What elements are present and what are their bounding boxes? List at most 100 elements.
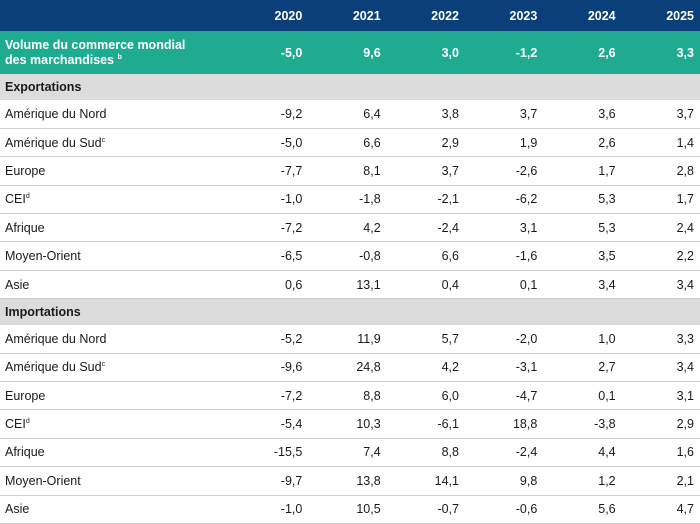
footnote-mark: c xyxy=(101,361,106,369)
region-label: Asie xyxy=(5,502,30,517)
table-row: Afrique -15,5 7,4 8,8 -2,4 4,4 1,6 xyxy=(0,438,700,468)
value-cell: -15,5 xyxy=(230,438,309,468)
value-cell: 24,8 xyxy=(308,353,387,383)
value-cell: 8,8 xyxy=(308,381,387,411)
value-cell: 2,2 xyxy=(621,241,700,271)
region-label-cell: Amérique du Nord xyxy=(0,324,230,354)
value-cell: 1,6 xyxy=(621,438,700,468)
value-cell: 3,8 xyxy=(386,100,465,129)
region-label-cell: Afrique xyxy=(0,213,230,243)
value-cell: -7,7 xyxy=(230,156,309,186)
value-cell: -9,2 xyxy=(230,100,309,129)
value-cell: -2,4 xyxy=(386,213,465,243)
region-label: Moyen-Orient xyxy=(5,473,81,488)
value-cell: 2,6 xyxy=(543,128,622,158)
region-label: Amérique du Nord xyxy=(5,106,107,121)
table-row: Europe -7,2 8,8 6,0 -4,7 0,1 3,1 xyxy=(0,381,700,411)
value-cell: 2,1 xyxy=(621,466,700,496)
region-label: Europe xyxy=(5,388,46,403)
footnote-mark: d xyxy=(25,193,30,201)
value-cell: -0,6 xyxy=(464,495,544,524)
value-cell: -6,5 xyxy=(230,241,309,271)
value-cell: 2,7 xyxy=(543,353,622,383)
table-row: Asie 0,6 13,1 0,4 0,1 3,4 3,4 xyxy=(0,270,700,300)
region-label-cell: Europe xyxy=(0,156,230,186)
region-label: CEI xyxy=(5,417,26,432)
value-cell: -1,0 xyxy=(230,495,309,524)
value-cell: -9,7 xyxy=(230,466,309,496)
region-label: CEI xyxy=(5,192,26,207)
value-cell: 3,0 xyxy=(441,45,459,60)
value-cell: 7,4 xyxy=(308,438,387,468)
value-cell: -3,1 xyxy=(464,353,544,383)
value-cell: 2,8 xyxy=(621,156,700,186)
value-cell: 8,8 xyxy=(386,438,465,468)
value-cell: 6,4 xyxy=(308,100,387,129)
region-label-cell: CEId xyxy=(0,185,230,215)
value-cell: -6,2 xyxy=(464,185,544,215)
value-cell: 3,5 xyxy=(543,241,622,271)
year-header: 2024 xyxy=(587,8,616,23)
region-label: Moyen-Orient xyxy=(5,249,81,264)
value-cell: -2,0 xyxy=(464,324,544,354)
table-row: Afrique -7,2 4,2 -2,4 3,1 5,3 2,4 xyxy=(0,213,700,243)
table-row: CEId -1,0 -1,8 -2,1 -6,2 5,3 1,7 xyxy=(0,185,700,215)
value-cell: 3,7 xyxy=(621,100,700,129)
value-cell: 13,1 xyxy=(308,270,387,300)
region-label-cell: Moyen-Orient xyxy=(0,241,230,271)
value-cell: -2,4 xyxy=(464,438,544,468)
table-row: Europe -7,7 8,1 3,7 -2,6 1,7 2,8 xyxy=(0,156,700,186)
table-row: Moyen-Orient -6,5 -0,8 6,6 -1,6 3,5 2,2 xyxy=(0,241,700,271)
table-row: Moyen-Orient -9,7 13,8 14,1 9,8 1,2 2,1 xyxy=(0,466,700,496)
value-cell: 0,4 xyxy=(386,270,465,300)
value-cell: 1,0 xyxy=(543,324,622,354)
value-cell: 3,1 xyxy=(621,381,700,411)
value-cell: -5,4 xyxy=(230,409,309,439)
region-label: Asie xyxy=(5,277,30,292)
value-cell: 1,4 xyxy=(621,128,700,158)
value-cell: 3,3 xyxy=(676,45,694,60)
header-blank-cell xyxy=(0,0,230,31)
value-cell: -9,6 xyxy=(230,353,309,383)
value-cell: 3,6 xyxy=(543,100,622,129)
value-cell: 9,6 xyxy=(363,45,381,60)
value-cell: 14,1 xyxy=(386,466,465,496)
value-cell: -1,8 xyxy=(308,185,387,215)
table-row: CEId -5,4 10,3 -6,1 18,8 -3,8 2,9 xyxy=(0,409,700,439)
value-cell: 2,4 xyxy=(621,213,700,243)
value-cell: 5,3 xyxy=(543,185,622,215)
value-cell: 10,5 xyxy=(308,495,387,524)
value-cell: 2,9 xyxy=(386,128,465,158)
value-cell: -2,1 xyxy=(386,185,465,215)
region-label-cell: Afrique xyxy=(0,438,230,468)
value-cell: 1,7 xyxy=(543,156,622,186)
value-cell: 5,6 xyxy=(543,495,622,524)
section-header-row: Importations xyxy=(0,298,700,325)
value-cell: 1,7 xyxy=(621,185,700,215)
footnote-mark: d xyxy=(25,417,30,425)
region-label-cell: Amérique du Sudc xyxy=(0,128,230,158)
value-cell: 9,8 xyxy=(464,466,544,496)
value-cell: 11,9 xyxy=(308,324,387,354)
value-cell: 3,4 xyxy=(621,270,700,300)
region-label-cell: Amérique du Sudc xyxy=(0,353,230,383)
value-cell: 5,3 xyxy=(543,213,622,243)
table-row: Amérique du Sudc -9,6 24,8 4,2 -3,1 2,7 3,4 xyxy=(0,353,700,383)
world-volume-label: Volume du commerce mondial des marchandi… xyxy=(5,37,186,67)
table-row: Asie -1,0 10,5 -0,7 -0,6 5,6 4,7 xyxy=(0,495,700,524)
value-cell: 3,4 xyxy=(543,270,622,300)
value-cell: -7,2 xyxy=(230,213,309,243)
value-cell: 0,1 xyxy=(464,270,544,300)
region-label-cell: Moyen-Orient xyxy=(0,466,230,496)
section-title: Exportations xyxy=(5,80,82,94)
value-cell: -4,7 xyxy=(464,381,544,411)
value-cell: 3,1 xyxy=(464,213,544,243)
region-label-cell: Amérique du Nord xyxy=(0,100,230,129)
value-cell: -5,2 xyxy=(230,324,309,354)
value-cell: 4,7 xyxy=(621,495,700,524)
value-cell: 1,9 xyxy=(464,128,544,158)
table-row: Amérique du Sudc -5,0 6,6 2,9 1,9 2,6 1,4 xyxy=(0,128,700,158)
value-cell: -3,8 xyxy=(543,409,622,439)
section-title: Importations xyxy=(5,304,81,319)
value-cell: 10,3 xyxy=(308,409,387,439)
